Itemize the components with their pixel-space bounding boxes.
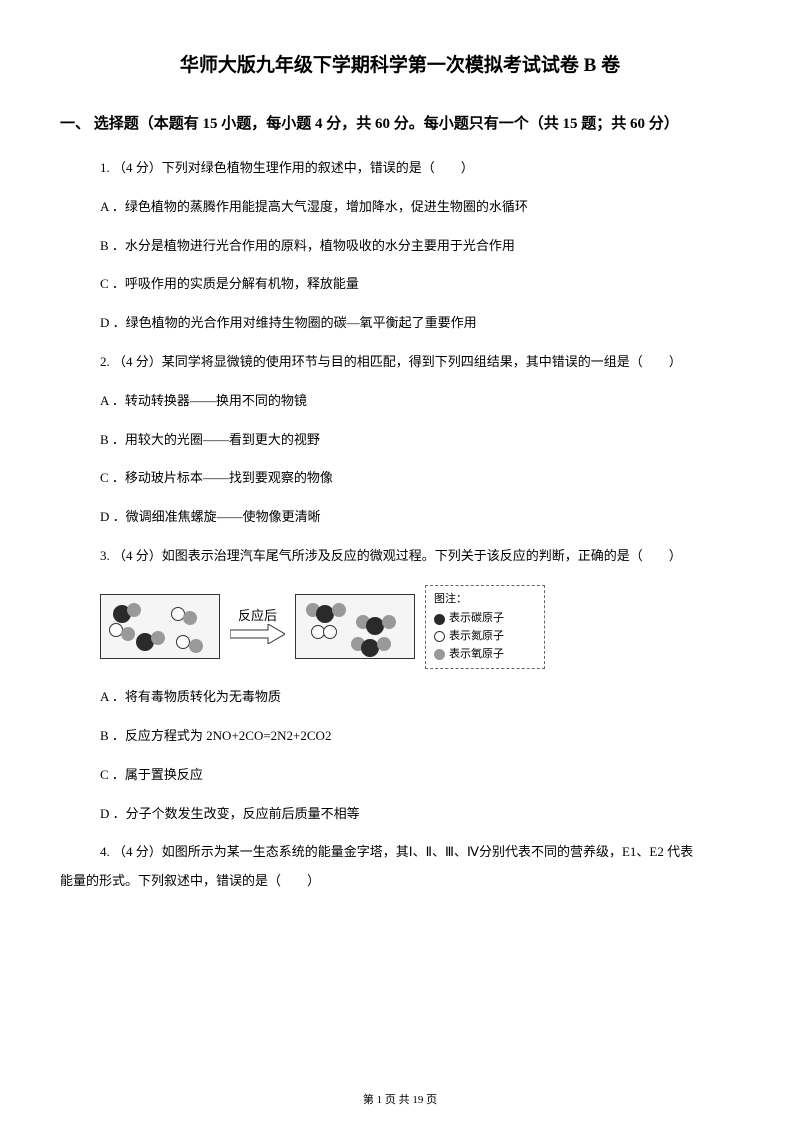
arrow-container: 反应后: [230, 605, 285, 649]
reactants-box: [100, 594, 220, 659]
legend-oxygen-label: 表示氧原子: [449, 646, 504, 664]
q3-option-b: B ．反应方程式为 2NO+2CO=2N2+2CO2: [60, 726, 740, 747]
products-box: [295, 594, 415, 659]
q4-line1: 4. （4 分）如图所示为某一生态系统的能量金字塔，其Ⅰ、Ⅱ、Ⅲ、Ⅳ分别代表不同…: [60, 842, 740, 863]
q3-option-a: A ．将有毒物质转化为无毒物质: [60, 687, 740, 708]
legend-oxygen: 表示氧原子: [434, 646, 536, 664]
question-3: 3. （4 分）如图表示治理汽车尾气所涉及反应的微观过程。下列关于该反应的判断，…: [60, 546, 740, 567]
q4-line2: 能量的形式。下列叙述中，错误的是（ ）: [60, 868, 740, 894]
legend-carbon: 表示碳原子: [434, 610, 536, 628]
question-4: 4. （4 分）如图所示为某一生态系统的能量金字塔，其Ⅰ、Ⅱ、Ⅲ、Ⅳ分别代表不同…: [60, 842, 740, 894]
q2-option-d: D ．微调细准焦螺旋——使物像更清晰: [60, 507, 740, 528]
q2-option-a: A ．转动转换器——换用不同的物镜: [60, 391, 740, 412]
legend-nitrogen-label: 表示氮原子: [449, 628, 504, 646]
q2-option-c: C ．移动玻片标本——找到要观察的物像: [60, 468, 740, 489]
page-footer: 第 1 页 共 19 页: [0, 1091, 800, 1107]
q3-option-c: C ．属于置换反应: [60, 765, 740, 786]
arrow-label: 反应后: [230, 605, 285, 624]
question-2: 2. （4 分）某同学将显微镜的使用环节与目的相匹配，得到下列四组结果，其中错误…: [60, 352, 740, 373]
legend-title: 图注：: [434, 591, 536, 609]
question-1: 1. （4 分）下列对绿色植物生理作用的叙述中，错误的是（ ）: [60, 158, 740, 179]
legend-carbon-label: 表示碳原子: [449, 610, 504, 628]
q3-option-d: D ．分子个数发生改变，反应前后质量不相等: [60, 804, 740, 825]
reaction-diagram: 反应后 图注： 表示碳原子 表示氮原子: [60, 585, 740, 669]
q1-option-c: C ．呼吸作用的实质是分解有机物，释放能量: [60, 274, 740, 295]
legend-nitrogen: 表示氮原子: [434, 628, 536, 646]
q1-option-b: B ．水分是植物进行光合作用的原料，植物吸收的水分主要用于光合作用: [60, 236, 740, 257]
q2-option-b: B ．用较大的光圈——看到更大的视野: [60, 430, 740, 451]
q1-option-d: D ．绿色植物的光合作用对维持生物圈的碳—氧平衡起了重要作用: [60, 313, 740, 334]
legend-box: 图注： 表示碳原子 表示氮原子 表示氧原子: [425, 585, 545, 669]
arrow-icon: [230, 624, 285, 644]
exam-title: 华师大版九年级下学期科学第一次模拟考试试卷 B 卷: [60, 50, 740, 77]
section-header: 一、 选择题（本题有 15 小题，每小题 4 分，共 60 分。每小题只有一个（…: [60, 112, 740, 133]
q1-option-a: A ．绿色植物的蒸腾作用能提高大气湿度，增加降水，促进生物圈的水循环: [60, 197, 740, 218]
